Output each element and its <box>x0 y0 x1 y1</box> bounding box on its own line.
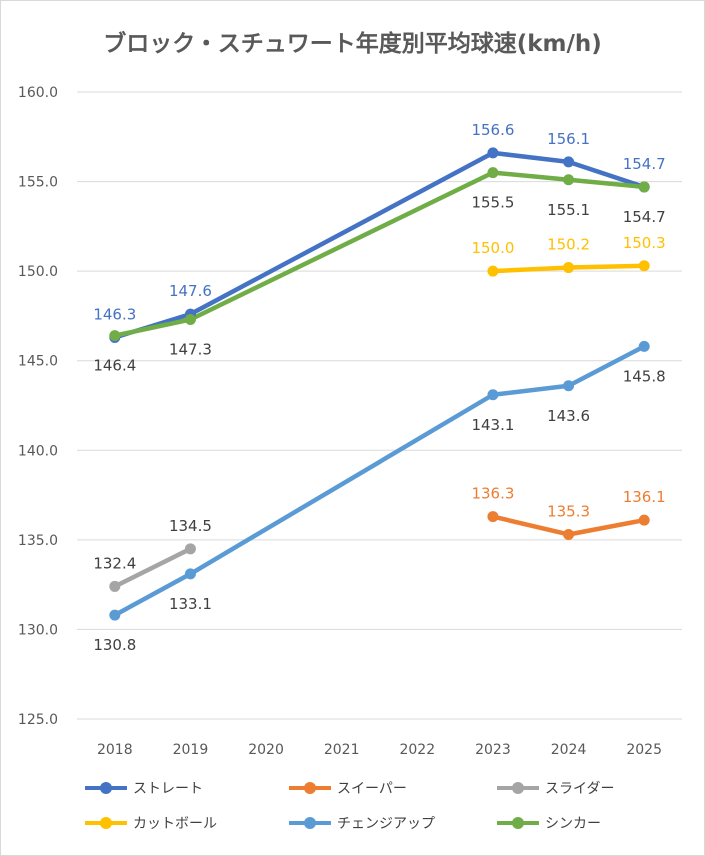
data-label: 143.1 <box>471 416 514 434</box>
y-tick-label: 125.0 <box>18 712 58 728</box>
data-label: 135.3 <box>547 502 590 520</box>
x-tick-label: 2019 <box>173 742 209 758</box>
y-tick-label: 155.0 <box>18 175 58 191</box>
legend-label: ストレート <box>133 781 203 797</box>
y-tick-label: 140.0 <box>18 443 58 459</box>
data-label: 132.4 <box>93 554 136 572</box>
data-label: 156.1 <box>547 130 590 148</box>
data-point <box>563 174 575 186</box>
data-point <box>109 609 121 621</box>
y-tick-label: 160.0 <box>18 85 58 101</box>
data-label: 134.5 <box>169 517 212 535</box>
data-point <box>109 330 121 342</box>
data-label: 136.3 <box>471 485 514 503</box>
series-line <box>112 546 193 589</box>
x-tick-label: 2025 <box>626 742 662 758</box>
data-label: 130.8 <box>93 636 136 654</box>
data-label: 150.0 <box>471 239 514 257</box>
data-point <box>184 314 196 326</box>
legend-label: シンカー <box>545 816 601 832</box>
data-label: 150.2 <box>547 236 590 254</box>
legend-label: チェンジアップ <box>337 816 435 832</box>
data-label: 147.3 <box>169 341 212 359</box>
data-label: 146.4 <box>93 357 136 375</box>
x-tick-label: 2020 <box>248 742 284 758</box>
legend-label: カットボール <box>133 816 217 832</box>
data-point <box>638 181 650 193</box>
data-point <box>638 340 650 352</box>
legend-label: スライダー <box>545 781 615 797</box>
data-label: 133.1 <box>169 595 212 613</box>
data-point <box>487 147 499 159</box>
data-point <box>109 580 121 592</box>
x-tick-label: 2018 <box>97 742 133 758</box>
legend-marker-icon <box>85 816 127 830</box>
legend-item: カットボール <box>85 813 217 833</box>
data-label: 143.6 <box>547 407 590 425</box>
data-point <box>487 511 499 523</box>
y-tick-label: 145.0 <box>18 354 58 370</box>
data-label: 147.6 <box>169 282 212 300</box>
data-label: 156.6 <box>471 121 514 139</box>
data-point <box>563 262 575 274</box>
legend-item: スライダー <box>497 778 614 798</box>
legend-item: スイーパー <box>289 778 407 798</box>
legend-marker-icon <box>497 781 539 795</box>
x-tick-label: 2023 <box>475 742 511 758</box>
data-label: 155.5 <box>471 194 514 212</box>
data-point <box>563 528 575 540</box>
data-label: 155.1 <box>547 201 590 219</box>
data-label: 150.3 <box>623 234 666 252</box>
data-point <box>638 514 650 526</box>
y-tick-label: 130.0 <box>18 622 58 638</box>
data-point <box>563 380 575 392</box>
data-point <box>184 543 196 555</box>
data-label: 154.7 <box>623 208 666 226</box>
x-tick-label: 2024 <box>551 742 587 758</box>
legend-marker-icon <box>289 816 331 830</box>
data-label: 136.1 <box>623 488 666 506</box>
legend-marker-icon <box>289 781 331 795</box>
legend-item: ストレート <box>85 778 203 798</box>
legend-item: チェンジアップ <box>289 813 435 833</box>
y-tick-label: 135.0 <box>18 533 58 549</box>
data-label: 146.3 <box>93 305 136 323</box>
legend-marker-icon <box>497 816 539 830</box>
data-label: 154.7 <box>623 155 666 173</box>
chart-title: ブロック・スチュワート年度別平均球速(km/h) <box>103 31 602 57</box>
data-label: 145.8 <box>623 367 666 385</box>
y-tick-label: 150.0 <box>18 264 58 280</box>
data-point <box>638 260 650 272</box>
data-point <box>487 389 499 401</box>
data-point <box>563 156 575 168</box>
legend-label: スイーパー <box>337 781 407 797</box>
legend: ストレート スイーパー スライダーカットボール チェンジアップ シンカー <box>0 768 705 848</box>
data-point <box>184 568 196 580</box>
legend-marker-icon <box>85 781 127 795</box>
data-point <box>487 167 499 179</box>
data-point <box>487 265 499 277</box>
x-tick-label: 2022 <box>399 742 435 758</box>
legend-item: シンカー <box>497 813 601 833</box>
x-tick-label: 2021 <box>324 742 360 758</box>
